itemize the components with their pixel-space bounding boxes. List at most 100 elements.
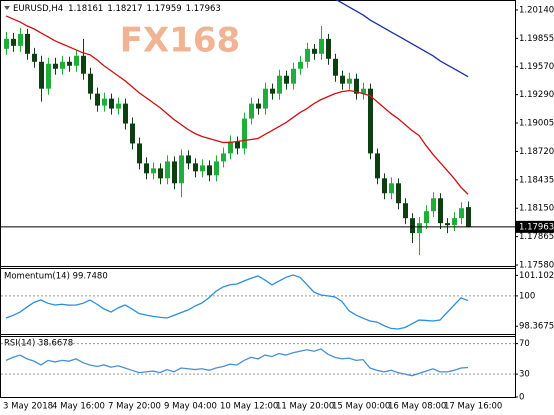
candle-body <box>305 48 310 62</box>
candle-body <box>354 78 359 94</box>
candle-body <box>172 161 177 184</box>
candle-body <box>396 183 401 204</box>
candle-body <box>39 61 44 89</box>
candle-body <box>319 38 324 54</box>
x-tick-label: 16 May 08:00 <box>388 402 446 412</box>
watermark: FX168 <box>120 21 240 61</box>
candle-body <box>53 63 58 69</box>
candle-body <box>375 153 380 179</box>
candle-body <box>466 207 471 227</box>
candle-body <box>179 155 184 184</box>
y-tick-label: 101.1026 <box>519 271 554 281</box>
candle-body <box>403 203 408 219</box>
symbol: EURUSD,H4 <box>13 4 63 14</box>
candle-body <box>333 58 338 76</box>
moving-average-line <box>335 0 469 78</box>
y-tick-label: 1.19290 <box>519 90 554 100</box>
candle-body <box>4 38 9 49</box>
candle-body <box>284 75 289 84</box>
candle-body <box>46 63 51 89</box>
candle-body <box>11 38 16 46</box>
x-tick-label: 17 May 16:00 <box>444 402 502 412</box>
x-tick-label: 3 May 2018 <box>3 402 53 412</box>
candle-body <box>81 55 86 74</box>
high-value: 1.18217 <box>107 4 142 14</box>
x-tick-label: 11 May 20:00 <box>276 402 334 412</box>
candle-body <box>242 118 247 149</box>
candle-body <box>18 33 23 46</box>
y-tick-label: 100 <box>519 291 535 301</box>
candle-body <box>228 141 233 154</box>
symbol-icon <box>4 6 10 10</box>
candle-body <box>368 88 373 154</box>
candle-body <box>347 78 352 84</box>
candle-body <box>417 223 422 234</box>
candle-body <box>438 198 443 224</box>
candle-body <box>123 103 128 124</box>
y-tick-label: 30 <box>519 370 530 380</box>
candle-body <box>200 165 205 172</box>
candle-body <box>249 103 254 119</box>
candle-body <box>361 88 366 94</box>
close-value: 1.17963 <box>186 4 221 14</box>
x-tick-label: 10 May 12:00 <box>220 402 278 412</box>
candle-body <box>452 218 457 226</box>
candle-body <box>312 48 317 54</box>
candle-body <box>67 61 72 66</box>
candle-body <box>130 123 135 144</box>
candle-body <box>270 88 275 94</box>
candle-body <box>214 161 219 176</box>
candle-body <box>60 61 65 69</box>
candle-body <box>298 61 303 69</box>
candle-body <box>459 208 464 219</box>
x-tick-label: 15 May 00:00 <box>332 402 390 412</box>
y-tick-label: 0 <box>519 393 524 403</box>
candle-body <box>326 38 331 59</box>
open-value: 1.18161 <box>68 4 103 14</box>
indicator-line <box>5 348 469 377</box>
x-tick-label: 7 May 20:00 <box>108 402 161 412</box>
candle-body <box>424 211 429 224</box>
candle-body <box>102 98 107 106</box>
candle-body <box>382 178 387 194</box>
candle-body <box>144 163 149 174</box>
y-tick-label: 1.18435 <box>519 175 554 185</box>
moving-average-line <box>5 15 469 195</box>
candle-body <box>116 103 121 109</box>
candle-body <box>389 183 394 194</box>
y-tick-label: 1.18150 <box>519 204 554 214</box>
candle-body <box>88 73 93 94</box>
candle-body <box>137 143 142 164</box>
y-tick-label: 1.17580 <box>519 261 554 271</box>
y-tick-label: 1.19855 <box>519 34 554 44</box>
candle-body <box>151 168 156 174</box>
momentum-title: Momentum(14) 99.7480 <box>4 272 108 282</box>
frames <box>0 0 516 398</box>
y-tick-label: 1.18720 <box>519 147 554 157</box>
candle-body <box>445 223 450 226</box>
indicator-line <box>5 274 469 330</box>
x-tick-label: 4 May 16:00 <box>52 402 105 412</box>
low-value: 1.17959 <box>146 4 181 14</box>
candle-body <box>410 218 415 234</box>
candle-body <box>221 153 226 162</box>
candle-body <box>291 68 296 84</box>
candle-body <box>109 98 114 109</box>
x-tick-label: 9 May 04:00 <box>164 402 217 412</box>
candle-body <box>340 75 345 84</box>
candle-body <box>235 141 240 149</box>
candle-body <box>256 103 261 109</box>
price-label-box <box>516 220 554 233</box>
y-tick-label: 1.20140 <box>519 5 554 15</box>
chart-header: EURUSD,H4 1.18161 1.18217 1.17959 1.17963 <box>13 4 221 14</box>
y-tick-label: 1.19570 <box>519 62 554 72</box>
candle-body <box>277 75 282 94</box>
candle-body <box>32 53 37 62</box>
candle-body <box>25 33 30 54</box>
y-tick-label: 70 <box>519 339 530 349</box>
candle-body <box>193 163 198 172</box>
y-tick-label: 1.19005 <box>519 119 554 129</box>
candle-body <box>263 88 268 109</box>
y-tick-label: 98.3675 <box>519 322 554 332</box>
